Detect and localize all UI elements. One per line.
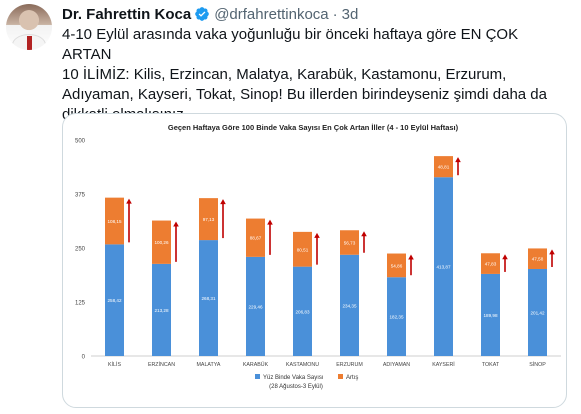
legend-label-base: Yüz Binde Vaka Sayısı — [263, 375, 324, 381]
up-arrow-head — [549, 249, 555, 255]
tweet-media-chart[interactable]: Geçen Haftaya Göre 100 Binde Vaka Sayısı… — [62, 113, 567, 408]
bar-base — [387, 277, 406, 356]
legend-swatch-increase — [338, 374, 343, 379]
bar-increase — [199, 198, 218, 241]
y-tick-label: 250 — [75, 247, 86, 253]
data-label-increase: 97,13 — [203, 217, 215, 222]
avatar-tie — [27, 36, 32, 50]
up-arrow-head — [408, 254, 414, 260]
separator-dot: · — [332, 5, 338, 23]
data-label-increase: 54,86 — [391, 263, 403, 268]
x-tick-label: TOKAT — [482, 362, 500, 368]
up-arrow-head — [267, 219, 273, 225]
user-handle[interactable]: @drfahrettinkoca — [214, 5, 329, 23]
data-label-base: 182,35 — [389, 315, 403, 320]
bar-base — [105, 244, 124, 356]
data-label-base: 268,31 — [201, 296, 215, 301]
up-arrow-head — [173, 221, 179, 227]
bar-base — [481, 273, 500, 356]
x-tick-label: KAYSERİ — [432, 361, 455, 368]
y-tick-label: 375 — [75, 193, 86, 199]
bar-increase — [152, 220, 171, 264]
bar-increase — [340, 230, 359, 255]
data-label-increase: 48,81 — [438, 165, 450, 170]
bar-base — [152, 263, 171, 356]
x-tick-label: MALATYA — [197, 362, 221, 368]
x-tick-label: ERZURUM — [336, 362, 362, 368]
data-label-increase: 47,58 — [532, 257, 544, 262]
data-label-increase: 108,15 — [107, 219, 121, 224]
up-arrow-head — [455, 157, 461, 163]
data-label-base: 189,98 — [483, 313, 497, 318]
y-tick-label: 0 — [82, 355, 86, 361]
tweet-header: Dr. Fahrettin Koca @drfahrettinkoca · 3d — [62, 4, 358, 24]
x-tick-label: KARABÜK — [243, 361, 269, 368]
tweet-timestamp[interactable]: 3d — [341, 5, 359, 23]
bar-increase — [528, 248, 547, 269]
data-label-increase: 100,26 — [154, 240, 168, 245]
bar-base — [528, 268, 547, 356]
x-tick-label: ADIYAMAN — [383, 362, 410, 368]
data-label-increase: 80,51 — [297, 247, 309, 252]
data-label-base: 229,46 — [248, 304, 262, 309]
legend-note: (28 Ağustos-3 Eylül) — [269, 384, 323, 390]
data-label-base: 234,35 — [342, 303, 356, 308]
up-arrow-head — [220, 199, 226, 205]
verified-badge-icon — [194, 6, 210, 22]
tweet-text: 4-10 Eylül arasında vaka yoğunluğu bir ö… — [62, 26, 547, 123]
bar-increase — [387, 253, 406, 278]
data-label-base: 413,87 — [436, 265, 450, 270]
up-arrow-head — [126, 198, 132, 204]
up-arrow-head — [502, 254, 508, 260]
data-label-base: 201,42 — [530, 310, 544, 315]
up-arrow-head — [361, 231, 367, 237]
legend-label-increase: Artış — [346, 375, 358, 381]
data-label-base: 258,42 — [107, 298, 121, 303]
bar-increase — [293, 231, 312, 267]
up-arrow-head — [314, 232, 320, 238]
chart-title: Geçen Haftaya Göre 100 Binde Vaka Sayısı… — [168, 123, 459, 132]
bar-base — [340, 254, 359, 356]
data-label-increase: 47,83 — [485, 262, 497, 267]
x-tick-label: KASTAMONU — [286, 362, 319, 368]
y-tick-label: 500 — [75, 139, 86, 145]
avatar[interactable] — [6, 4, 52, 50]
data-label-increase: 88,67 — [250, 236, 262, 241]
bar-base — [293, 266, 312, 356]
bar-increase — [481, 253, 500, 274]
bar-base — [199, 240, 218, 356]
x-tick-label: ERZİNCAN — [148, 361, 175, 368]
bar-increase — [105, 197, 124, 245]
legend-swatch-base — [255, 374, 260, 379]
data-label-base: 213,28 — [154, 308, 168, 313]
bar-base — [246, 256, 265, 356]
data-label-base: 206,83 — [295, 309, 309, 314]
bar-increase — [434, 156, 453, 178]
y-tick-label: 125 — [75, 301, 86, 307]
bar-chart: Geçen Haftaya Göre 100 Binde Vaka Sayısı… — [75, 123, 561, 390]
data-label-increase: 56,73 — [344, 241, 356, 246]
display-name[interactable]: Dr. Fahrettin Koca — [62, 5, 192, 23]
bar-increase — [246, 218, 265, 257]
bar-base — [434, 177, 453, 356]
x-tick-label: KİLİS — [108, 361, 121, 368]
x-tick-label: SİNOP — [529, 361, 546, 368]
